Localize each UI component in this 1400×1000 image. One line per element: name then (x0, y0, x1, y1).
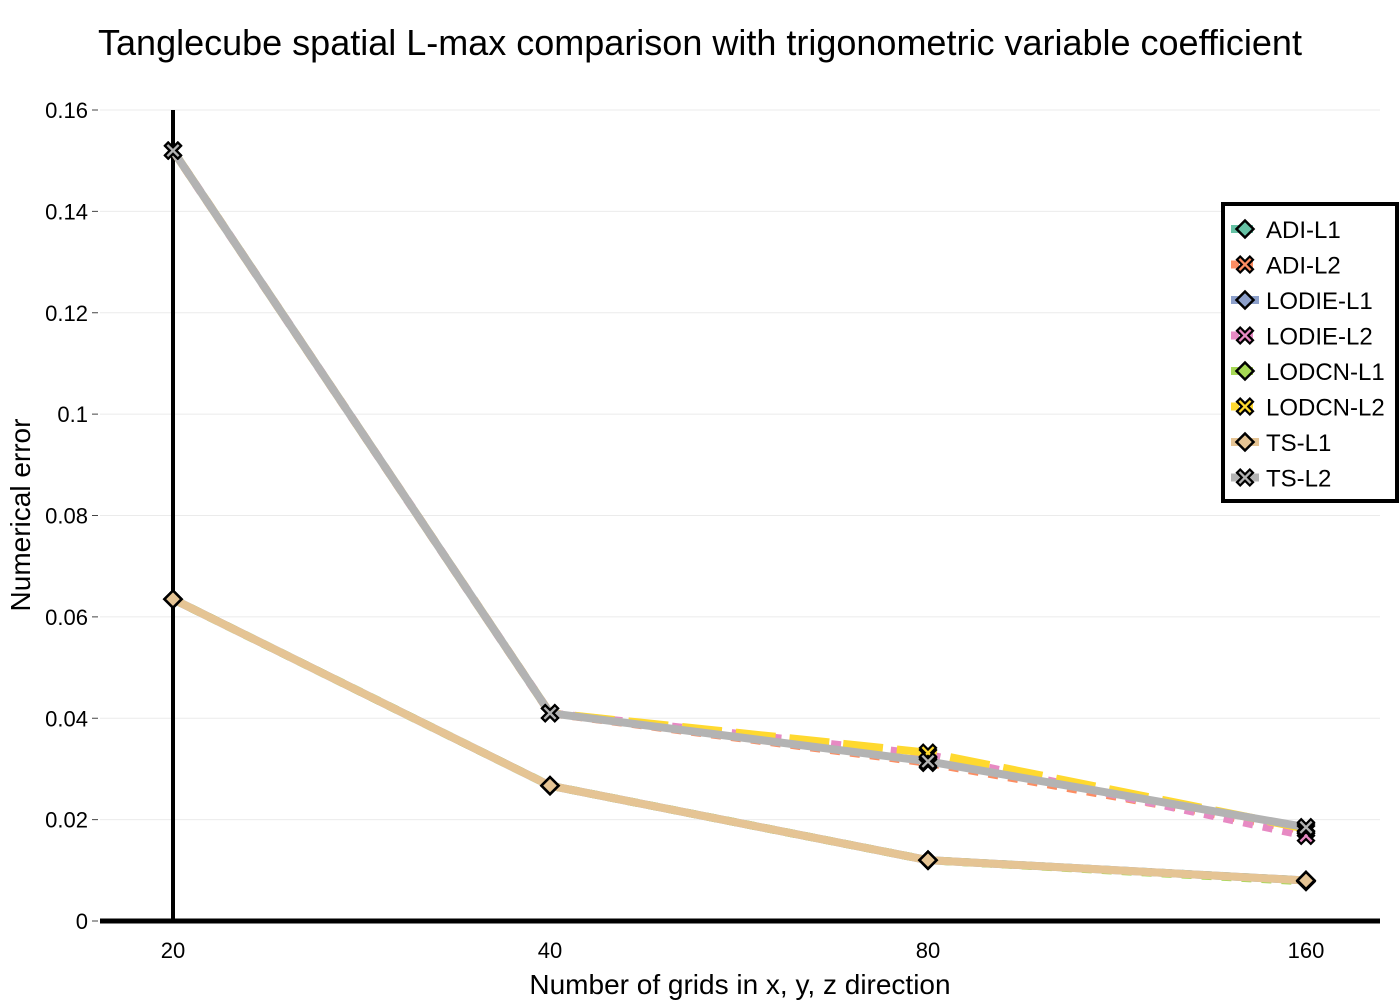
series-lines (169, 148, 1307, 886)
legend-label: TS-L2 (1266, 466, 1331, 493)
axes: 0 0.02 0.04 0.06 0.08 0.1 0.12 0.14 0.16 20 40 80 16… (45, 98, 1380, 963)
y-tick-label: 0.08 (45, 504, 88, 529)
y-tick-label: 0.1 (57, 402, 88, 427)
y-axis-title: Numerical error (5, 419, 36, 612)
legend-label: LODCN-L2 (1266, 395, 1385, 422)
legend-marker (1234, 360, 1256, 382)
series-markers (162, 140, 1317, 892)
x-tick-label: 40 (538, 938, 562, 963)
legend-marker (1234, 431, 1256, 453)
legend-box (1221, 202, 1399, 503)
series-line-ts-l2 (169, 148, 1307, 832)
data-point-ts-l2 (163, 140, 183, 161)
legend-marker (1235, 254, 1255, 275)
chart-title: Tanglecube spatial L-max comparison with… (98, 22, 1302, 63)
y-tick-label: 0.16 (45, 98, 88, 123)
legend-label: TS-L1 (1266, 430, 1331, 457)
y-tick-label: 0.06 (45, 605, 88, 630)
data-point-ts-l1 (162, 588, 184, 610)
legend-marker (1235, 396, 1255, 417)
y-tick-label: 0.04 (45, 706, 88, 731)
legend-marker (1234, 218, 1256, 240)
legend-marker (1235, 325, 1255, 346)
legend-label: LODIE-L1 (1266, 288, 1373, 315)
legend-label: LODCN-L1 (1266, 359, 1385, 386)
legend-marker (1234, 289, 1256, 311)
y-tick-label: 0.02 (45, 808, 88, 833)
series-line-lodcn-l2 (169, 148, 1307, 833)
x-axis-title: Number of grids in x, y, z direction (529, 969, 950, 1000)
x-tick-label: 20 (161, 938, 185, 963)
data-point-ts-l2 (1296, 817, 1316, 837)
data-point-ts-l1 (539, 775, 561, 796)
series-line-adi-l2 (169, 148, 1307, 835)
data-point-ts-l1 (1295, 870, 1317, 891)
series-line-ts-l1 (171, 595, 1307, 885)
legend: ADI-L1 ADI-L2 LODIE-L1 LODIE-L2 LODCN-L1 LODC… (1221, 202, 1399, 503)
gridlines (100, 109, 1380, 821)
x-tick-label: 80 (916, 938, 940, 963)
data-point-ts-l2 (918, 751, 938, 771)
legend-marker (1235, 467, 1255, 488)
legend-label: ADI-L1 (1266, 217, 1341, 244)
y-tick-label: 0 (76, 909, 88, 934)
x-tick-label: 160 (1288, 938, 1325, 963)
data-point-ts-l2 (540, 703, 560, 723)
data-point-ts-l1 (917, 849, 939, 871)
legend-label: ADI-L2 (1266, 253, 1341, 280)
y-tick-label: 0.14 (45, 199, 88, 224)
y-tick-label: 0.12 (45, 301, 88, 326)
legend-label: LODIE-L2 (1266, 324, 1373, 351)
